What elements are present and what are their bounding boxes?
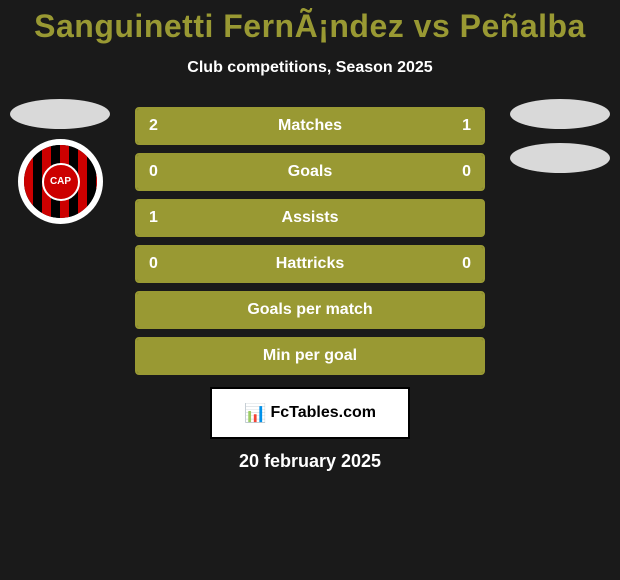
chart-icon: 📊 (244, 403, 266, 424)
stat-row-goals-per-match: Goals per match (135, 291, 485, 329)
stat-row-assists: 1 Assists (135, 199, 485, 237)
stat-label: Matches (278, 117, 342, 135)
player-right-ellipse-1 (510, 99, 610, 129)
stat-right-value: 0 (462, 163, 483, 181)
brand-badge[interactable]: 📊 FcTables.com (210, 387, 410, 439)
stat-rows: 2 Matches 1 0 Goals 0 1 Assists 0 Hattricks 0 Goals… (135, 107, 485, 375)
brand-name: FcTables.com (270, 404, 376, 422)
club-logo: CAP (18, 139, 103, 224)
stat-row-hattricks: 0 Hattricks 0 (135, 245, 485, 283)
stat-left-value: 1 (137, 209, 158, 227)
stats-container: CAP 2 Matches 1 0 Goals 0 1 Assists 0 Hattricks 0 G… (0, 107, 620, 375)
stat-left-value: 0 (137, 163, 158, 181)
subtitle: Club competitions, Season 2025 (0, 59, 620, 77)
stat-label: Goals per match (247, 301, 372, 319)
page-title: Sanguinetti FernÃ¡ndez vs Peñalba (0, 0, 620, 45)
date-text: 20 february 2025 (0, 451, 620, 472)
player-left-badges: CAP (10, 99, 110, 224)
stat-left-value: 0 (137, 255, 158, 273)
stat-label: Goals (288, 163, 332, 181)
stat-right-value: 0 (462, 255, 483, 273)
stat-label: Hattricks (276, 255, 344, 273)
stat-row-matches: 2 Matches 1 (135, 107, 485, 145)
stat-right-value: 1 (462, 117, 483, 135)
stat-label: Min per goal (263, 347, 357, 365)
club-cap-badge: CAP (42, 163, 80, 201)
player-right-ellipse-2 (510, 143, 610, 173)
player-right-badges (510, 99, 610, 181)
stat-left-value: 2 (137, 117, 158, 135)
player-left-ellipse (10, 99, 110, 129)
stat-row-goals: 0 Goals 0 (135, 153, 485, 191)
stat-row-min-per-goal: Min per goal (135, 337, 485, 375)
stat-label: Assists (282, 209, 339, 227)
